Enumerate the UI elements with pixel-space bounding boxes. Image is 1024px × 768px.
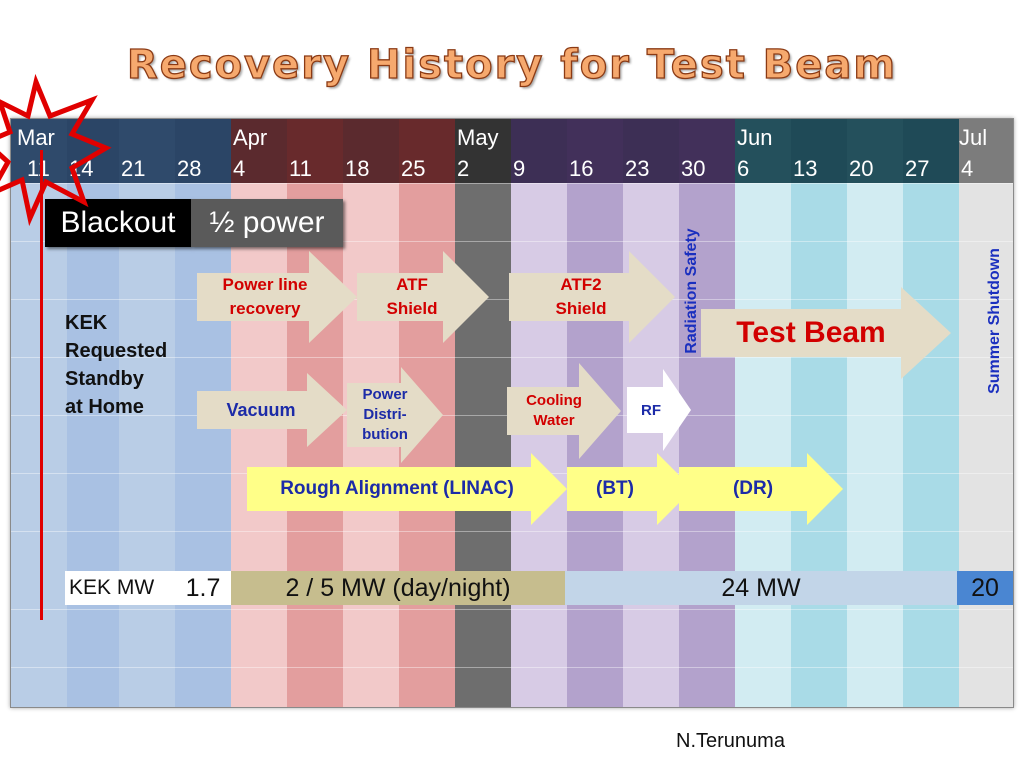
month-label: Jun bbox=[737, 125, 773, 150]
task-arrow: RF bbox=[627, 369, 691, 451]
page-title: Recovery History for Test Beam bbox=[126, 41, 898, 88]
task-arrow: Cooling Water bbox=[507, 363, 621, 459]
task-arrow: Test Beam bbox=[701, 287, 951, 379]
day-label: 25 bbox=[401, 156, 426, 181]
author-credit: N.Terunuma bbox=[676, 730, 785, 752]
day-label: 21 bbox=[121, 156, 146, 181]
task-arrow: (BT) bbox=[567, 453, 693, 525]
month-label: May bbox=[457, 125, 499, 150]
day-label: 6 bbox=[737, 156, 750, 181]
task-label: (BT) bbox=[596, 478, 634, 499]
day-label: 30 bbox=[681, 156, 706, 181]
blackout-box: Blackout bbox=[45, 199, 191, 247]
day-label: 23 bbox=[625, 156, 650, 181]
kek-mw-label: KEK MW bbox=[69, 576, 155, 599]
week-column bbox=[847, 119, 903, 707]
day-label: 4 bbox=[961, 156, 974, 181]
half-power-box: ½ power bbox=[191, 199, 343, 247]
kek-mw-label-box: KEK MW bbox=[65, 571, 175, 605]
day-label: 9 bbox=[513, 156, 526, 181]
day-label: 28 bbox=[177, 156, 202, 181]
task-label: ATF Shield bbox=[386, 275, 438, 318]
task-arrow: Vacuum bbox=[197, 373, 347, 447]
task-label: (DR) bbox=[732, 478, 774, 499]
task-arrow: Rough Alignment (LINAC) bbox=[247, 453, 567, 525]
day-label: 20 bbox=[849, 156, 874, 181]
blackout-label: Blackout bbox=[60, 206, 176, 239]
half-power-label: ½ power bbox=[209, 206, 325, 239]
month-label: Mar bbox=[17, 125, 55, 150]
standby-note: KEK Requested Standby at Home bbox=[65, 312, 168, 418]
task-arrow: (DR) bbox=[679, 453, 843, 525]
task-arrow: Power line recovery bbox=[197, 251, 357, 343]
day-label: 18 bbox=[345, 156, 370, 181]
month-label: Jul bbox=[959, 125, 988, 150]
task-label: Rough Alignment (LINAC) bbox=[280, 478, 514, 499]
day-label: 11 bbox=[27, 156, 50, 181]
power-segment: 1.7 bbox=[175, 571, 231, 605]
task-label: RF bbox=[641, 401, 661, 419]
week-column bbox=[455, 119, 511, 707]
week-column bbox=[903, 119, 959, 707]
day-label: 2 bbox=[457, 156, 470, 181]
timeline-chart: Mar Apr May Jun Jul 11 14 21 28 4 11 18 … bbox=[10, 118, 1014, 708]
week-column bbox=[791, 119, 847, 707]
power-segment: 24 MW bbox=[565, 571, 957, 605]
event-marker-line bbox=[40, 150, 43, 620]
day-label: 4 bbox=[233, 156, 246, 181]
task-label: Power Distri- bution bbox=[362, 386, 408, 443]
task-label: ATF2 Shield bbox=[555, 275, 607, 318]
week-column bbox=[959, 119, 1013, 707]
day-label: 16 bbox=[569, 156, 594, 181]
month-label: Apr bbox=[233, 125, 268, 150]
day-label: 11 bbox=[289, 156, 312, 181]
task-label: Cooling Water bbox=[526, 392, 582, 429]
power-segment: 2 / 5 MW (day/night) bbox=[231, 571, 565, 605]
task-arrow: Power Distri- bution bbox=[347, 367, 443, 463]
week-column bbox=[735, 119, 791, 707]
task-arrow: ATF2 Shield bbox=[509, 251, 675, 343]
summer-shutdown-label: Summer Shutdown bbox=[986, 248, 1003, 394]
task-label: Power line recovery bbox=[222, 275, 308, 318]
task-label: Test Beam bbox=[736, 316, 886, 349]
radiation-safety-label: Radiation Safety bbox=[683, 228, 700, 354]
power-segment: 20 bbox=[957, 571, 1013, 605]
task-arrow: ATF Shield bbox=[357, 251, 489, 343]
day-label: 13 bbox=[793, 156, 818, 181]
earthquake-burst-icon bbox=[0, 73, 112, 227]
day-label: 27 bbox=[905, 156, 930, 181]
task-label: Vacuum bbox=[226, 399, 296, 420]
